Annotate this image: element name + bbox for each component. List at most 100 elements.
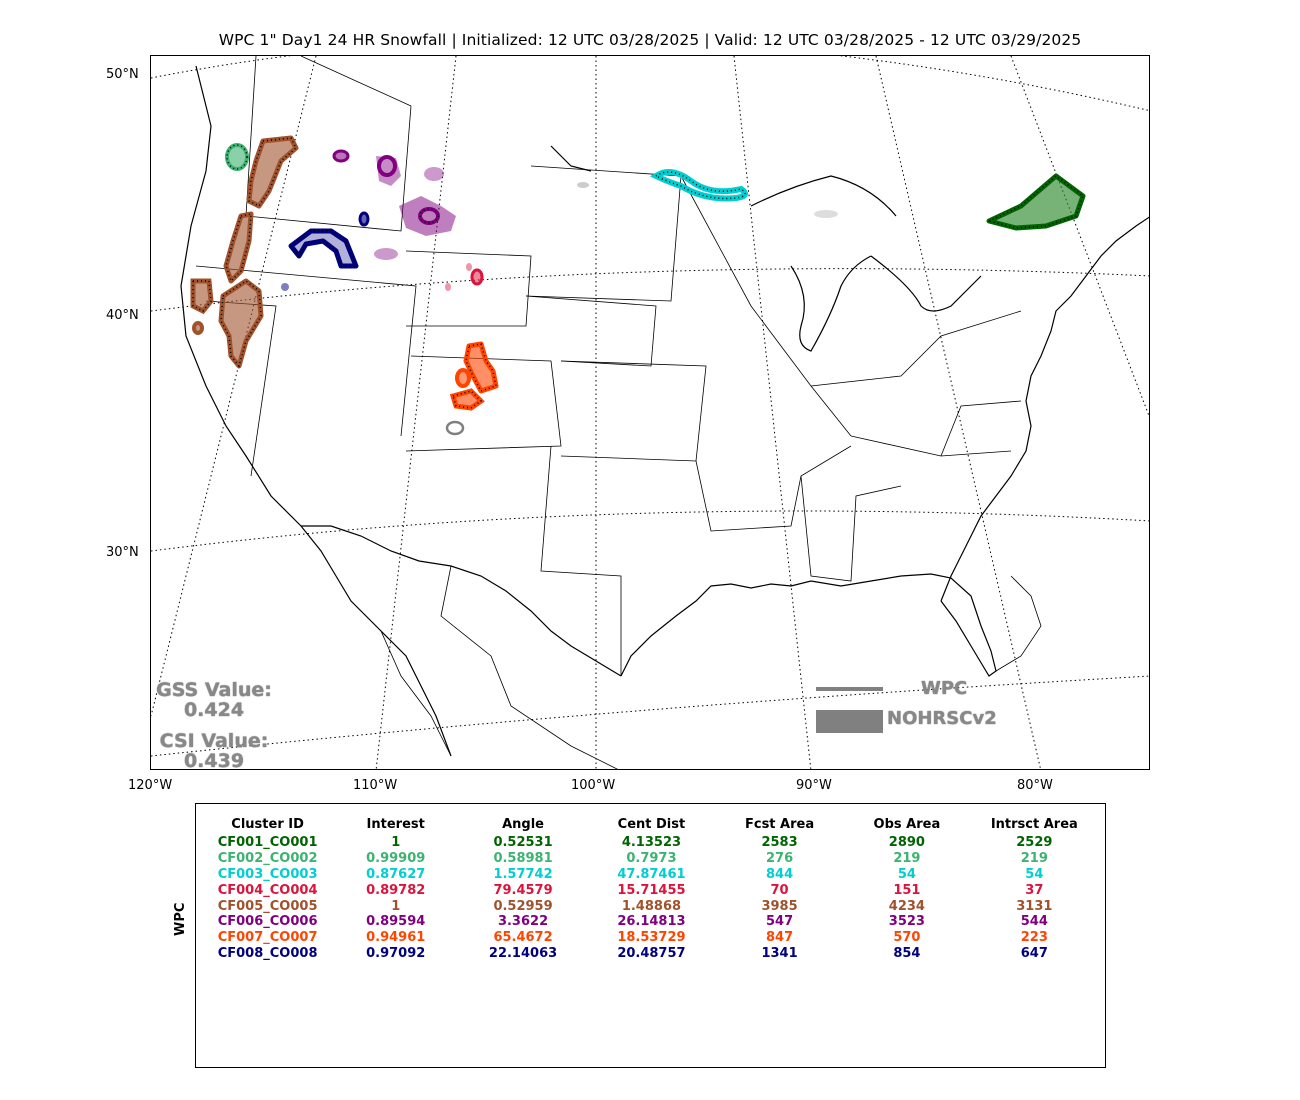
- stats-table-panel: Cluster ID Interest Angle Cent Dist Fcst…: [195, 803, 1106, 1068]
- lon-label-100w: 100°W: [571, 778, 616, 793]
- table-cell: CF003_CO003: [217, 866, 318, 882]
- table-cell: 854: [893, 945, 921, 961]
- border-virginia: [940, 400, 1022, 457]
- table-cell: 0.94961: [366, 930, 426, 946]
- table-cell: 570: [893, 930, 921, 946]
- csi-value: 0.439: [183, 750, 245, 772]
- header-obs-area: Obs Area: [873, 816, 941, 832]
- table-cell: 0.52959: [493, 898, 553, 914]
- table-cell: 26.14813: [617, 914, 686, 930]
- lat-label-50n: 50°N: [106, 67, 139, 82]
- lat-label-30n: 30°N: [106, 545, 139, 560]
- table-side-label: WPC: [173, 902, 188, 936]
- table-cell: 0.97092: [366, 945, 426, 961]
- table-cell: 4234: [888, 898, 925, 914]
- border-kansas-oklahoma: [560, 360, 707, 462]
- table-cell: 647: [1020, 945, 1048, 961]
- table-cell: 2583: [761, 835, 798, 851]
- table-cell: 223: [1020, 930, 1048, 946]
- table-cell: CF005_CO005: [217, 898, 318, 914]
- table-cell: 844: [765, 866, 794, 882]
- table-cell: 1: [391, 835, 401, 851]
- table-cell: 0.7973: [626, 851, 677, 867]
- table-cell: 1.57742: [493, 866, 553, 882]
- table-row: CF003_CO003 0.87627 1.57742 47.87461 844 54 54: [196, 867, 1105, 883]
- legend-forecast-line: [816, 687, 883, 691]
- table-cell: 79.4579: [493, 882, 553, 898]
- gulf-coast: [620, 573, 997, 677]
- cluster-cf006-obs: [399, 196, 456, 236]
- border-mexico-interior: [440, 565, 618, 769]
- lake-shore: [550, 145, 592, 172]
- pacific-coast: [180, 65, 452, 757]
- border-oregon-nevada: [195, 265, 417, 437]
- border-newmexico-texas: [540, 445, 622, 676]
- forecast-contour-nm: [445, 420, 465, 436]
- table-cell: 151: [893, 882, 921, 898]
- cluster-cf005-north: [246, 135, 299, 209]
- gss-value: 0.424: [183, 699, 245, 721]
- table-row: CF007_CO007 0.94961 65.4672 18.53729 847 570 2…: [196, 930, 1105, 946]
- cluster-cf005-sierra: [218, 278, 264, 369]
- table-cell: 3.3622: [497, 914, 549, 930]
- parallel-40n: [151, 268, 1149, 312]
- table-cell: CF007_CO007: [217, 930, 318, 946]
- legend-observed-swatch: [816, 710, 883, 733]
- csi-label: CSI Value:: [159, 730, 269, 752]
- table-cell: 0.58981: [493, 851, 553, 867]
- lon-label-120w: 120°W: [128, 778, 173, 793]
- table-cell: 544: [1020, 914, 1048, 930]
- meridian-110w: [375, 56, 457, 769]
- table-cell: 219: [1020, 851, 1048, 867]
- table-cell: 0.87627: [366, 866, 426, 882]
- table-cell: 276: [765, 851, 794, 867]
- graticule: [151, 56, 1149, 769]
- table-row: CF004_CO004 0.89782 79.4579 15.71455 70 151 37: [196, 882, 1105, 898]
- table-cell: 4.13523: [621, 835, 682, 851]
- great-lakes: [790, 255, 872, 352]
- us-mexico-border: [301, 525, 622, 677]
- table-cell: 65.4672: [493, 930, 553, 946]
- table-cell: 70: [770, 882, 789, 898]
- parallel-30n: [151, 510, 1149, 552]
- border-tennessee: [850, 435, 1012, 457]
- border-ohio: [810, 310, 1022, 387]
- border-florida: [995, 575, 1042, 672]
- border-nebraska: [525, 295, 657, 367]
- cluster-cf002: [225, 143, 249, 171]
- header-cluster-id: Cluster ID: [231, 816, 304, 832]
- table-cell: 847: [765, 930, 794, 946]
- map-panel: [150, 55, 1150, 770]
- stats-table: Cluster ID Interest Angle Cent Dist Fcst…: [196, 813, 1105, 961]
- table-cell: 0.89782: [366, 882, 426, 898]
- table-cell: CF008_CO008: [217, 945, 318, 961]
- table-cell: 2890: [888, 835, 925, 851]
- border-midwest: [680, 175, 852, 437]
- header-interest: Interest: [366, 816, 425, 832]
- table-cell: 1: [391, 898, 401, 914]
- border-arkansas: [695, 445, 852, 532]
- lake-superior: [750, 175, 897, 217]
- table-cell: 219: [893, 851, 921, 867]
- header-fcst-area: Fcst Area: [744, 816, 815, 832]
- table-cell: 18.53729: [617, 930, 686, 946]
- figure-title: WPC 1" Day1 24 HR Snowfall | Initialized…: [218, 31, 1082, 49]
- border-baja: [380, 630, 452, 757]
- meridian-90w: [733, 56, 812, 769]
- legend-marks: [816, 687, 883, 733]
- cluster-cf001: [986, 173, 1086, 231]
- table-row: CF008_CO008 0.97092 22.14063 20.48757 1341 85…: [196, 946, 1105, 962]
- table-cell: 37: [1025, 882, 1044, 898]
- cluster-cf003: [650, 169, 748, 202]
- table-cell: 54: [1025, 866, 1044, 882]
- table-cell: 22.14063: [488, 945, 558, 961]
- parallel-50n: [151, 56, 1149, 112]
- lon-label-80w: 80°W: [1017, 778, 1053, 793]
- table-cell: 2529: [1016, 835, 1053, 851]
- table-cell: 3523: [888, 914, 925, 930]
- header-intrsct-area: Intrsct Area: [990, 816, 1078, 832]
- cluster-cf007: [463, 341, 499, 394]
- atlantic-coast: [940, 216, 1149, 602]
- table-row: CF002_CO002 0.99909 0.58981 0.7973 276 219 219: [196, 851, 1105, 867]
- border-nw: [245, 56, 412, 232]
